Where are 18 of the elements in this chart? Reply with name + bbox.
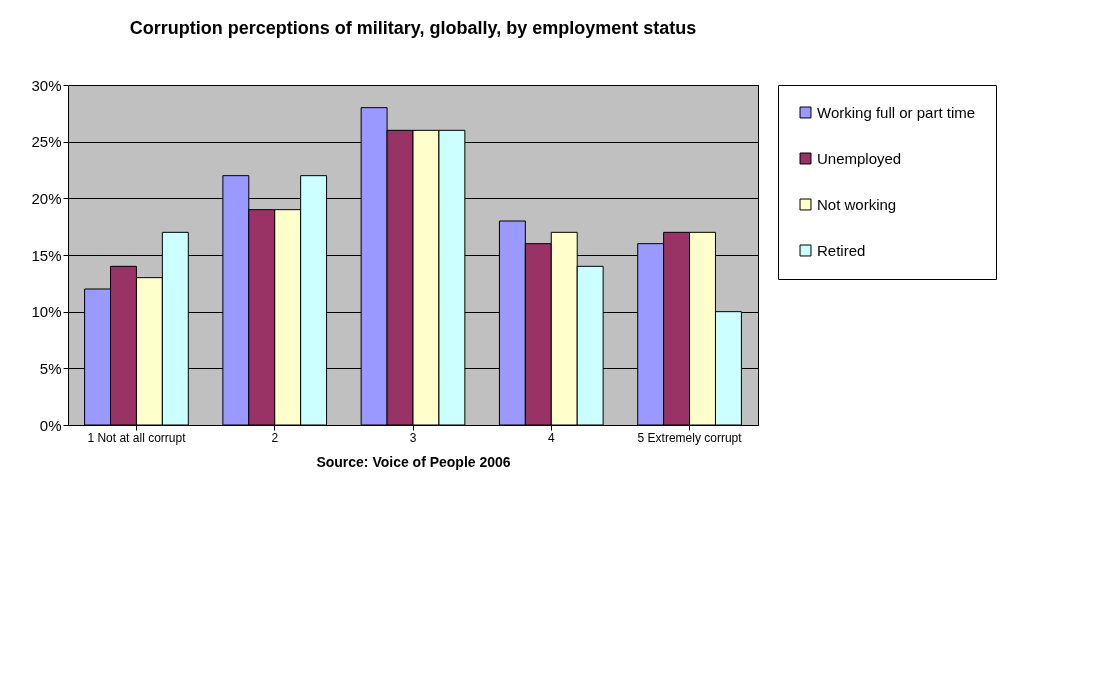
y-tick-label: 10% (31, 303, 62, 321)
legend-label: Not working (817, 195, 897, 213)
x-tick-label: 4 (547, 430, 555, 445)
chart-title: Corruption perceptions of military, globally, by employment status (129, 18, 697, 38)
x-tick-label: 2 (271, 430, 279, 445)
y-tick-label: 5% (39, 359, 62, 377)
y-tick-label: 15% (31, 246, 62, 264)
x-tick-label: 1 Not at all corrupt (87, 430, 187, 445)
x-tick-label: 3 (409, 430, 417, 445)
y-tick-label: 0% (39, 416, 62, 434)
legend-label: Retired (817, 241, 866, 259)
y-tick-label: 20% (31, 189, 62, 207)
legend-label: Working full or part time (817, 103, 976, 121)
x-axis-title: Source: Voice of People 2006 (316, 453, 511, 470)
legend-label: Unemployed (817, 149, 902, 167)
y-tick-label: 30% (31, 76, 62, 94)
x-tick-label: 5 Extremely corrupt (637, 430, 743, 445)
y-tick-label: 25% (31, 133, 62, 151)
